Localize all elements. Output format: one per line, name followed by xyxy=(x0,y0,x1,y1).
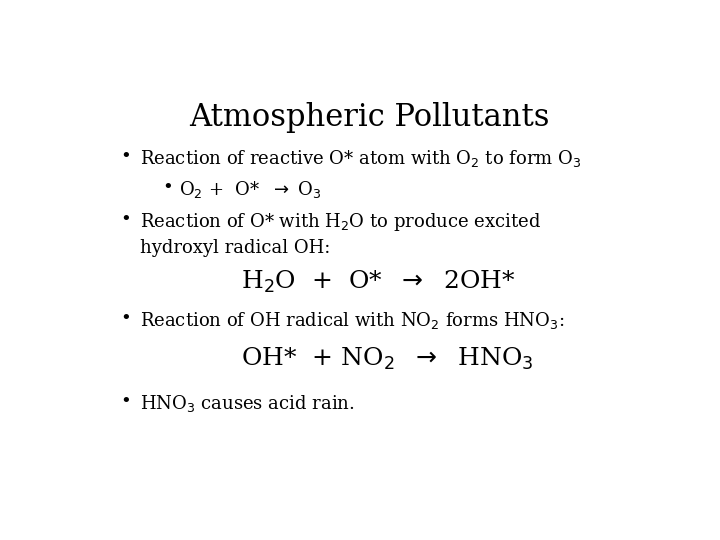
Text: •: • xyxy=(121,211,132,229)
Text: O$_2$ +  O*  $\rightarrow$ O$_3$: O$_2$ + O* $\rightarrow$ O$_3$ xyxy=(179,179,322,200)
Text: hydroxyl radical OH:: hydroxyl radical OH: xyxy=(140,239,330,256)
Text: Atmospheric Pollutants: Atmospheric Pollutants xyxy=(189,102,549,133)
Text: •: • xyxy=(121,310,132,328)
Text: HNO$_3$ causes acid rain.: HNO$_3$ causes acid rain. xyxy=(140,393,355,414)
Text: •: • xyxy=(121,393,132,411)
Text: •: • xyxy=(163,179,174,197)
Text: Reaction of reactive O* atom with O$_2$ to form O$_3$: Reaction of reactive O* atom with O$_2$ … xyxy=(140,148,582,169)
Text: OH*  + NO$_2$  $\rightarrow$  HNO$_3$: OH* + NO$_2$ $\rightarrow$ HNO$_3$ xyxy=(240,346,534,372)
Text: •: • xyxy=(121,148,132,166)
Text: H$_2$O  +  O*  $\rightarrow$  2OH*: H$_2$O + O* $\rightarrow$ 2OH* xyxy=(240,268,516,295)
Text: Reaction of O* with H$_2$O to produce excited: Reaction of O* with H$_2$O to produce ex… xyxy=(140,211,541,233)
Text: Reaction of OH radical with NO$_2$ forms HNO$_3$:: Reaction of OH radical with NO$_2$ forms… xyxy=(140,310,564,331)
